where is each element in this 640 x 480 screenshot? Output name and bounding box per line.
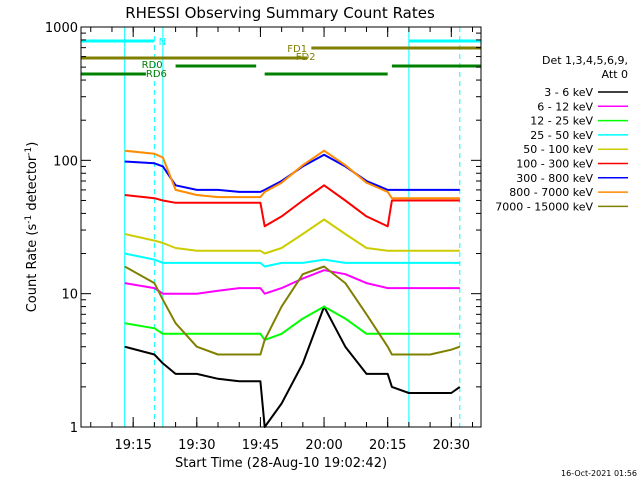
flag-label-fd1: FD1: [287, 44, 307, 55]
legend-label: 25 - 50 keV: [530, 129, 593, 142]
y-axis-label: Count Rate (s-1 detector-1): [24, 142, 40, 313]
legend-header-attenuator: Att 0: [602, 68, 628, 81]
series-line-3: [124, 252, 460, 268]
legend-label: 12 - 25 keV: [530, 115, 593, 128]
series-line-5: [124, 184, 460, 228]
shading-layer: [124, 27, 461, 427]
y-tick-label: 1000: [45, 21, 78, 36]
x-axis-label: Start Time (28-Aug-10 19:02:42): [175, 456, 387, 471]
x-tick-label: 19:45: [242, 438, 279, 453]
legend-label: 7000 - 15000 keV: [495, 200, 593, 213]
y-tick-label: 10: [61, 288, 78, 303]
legend-label: 50 - 100 keV: [523, 143, 593, 156]
legend-label: 3 - 6 keV: [544, 86, 593, 99]
legend-label: 6 - 12 keV: [537, 100, 593, 113]
legend-label: 100 - 300 keV: [516, 158, 593, 171]
x-tick-label: 20:30: [433, 438, 470, 453]
axes-layer: 1 10 100 1000 19:15 19:30 19:45 20:00 20:15 20:30: [45, 21, 481, 453]
legend-label: 300 - 800 keV: [516, 172, 593, 185]
x-tick-label: 19:15: [114, 438, 151, 453]
flag-label-rd0: RD0: [142, 60, 163, 71]
x-tick-label: 20:15: [369, 438, 406, 453]
legend-label: 800 - 7000 keV: [509, 186, 593, 199]
series-layer: [124, 149, 461, 428]
flag-label-fd2: FD2: [296, 52, 316, 63]
y-tick-label: 100: [53, 154, 78, 169]
y-tick-label: 1: [70, 421, 78, 436]
series-line-0: [124, 305, 461, 428]
series-line-4: [124, 218, 460, 255]
series-line-8: [124, 265, 461, 356]
chart-title: RHESSI Observing Summary Count Rates: [125, 4, 435, 22]
series-line-1: [124, 269, 460, 295]
flag-label-rd6: RD6: [146, 69, 167, 80]
series-line-2: [124, 305, 460, 341]
x-tick-label: 20:00: [305, 438, 342, 453]
plot-frame: [80, 26, 482, 428]
x-tick-label: 19:30: [178, 438, 215, 453]
series-line-7: [124, 149, 460, 200]
timestamp: 16-Oct-2021 01:56: [561, 469, 637, 478]
flag-label-n: N: [159, 37, 166, 48]
legend-header-detectors: Det 1,3,4,5,6,9,: [542, 54, 628, 67]
